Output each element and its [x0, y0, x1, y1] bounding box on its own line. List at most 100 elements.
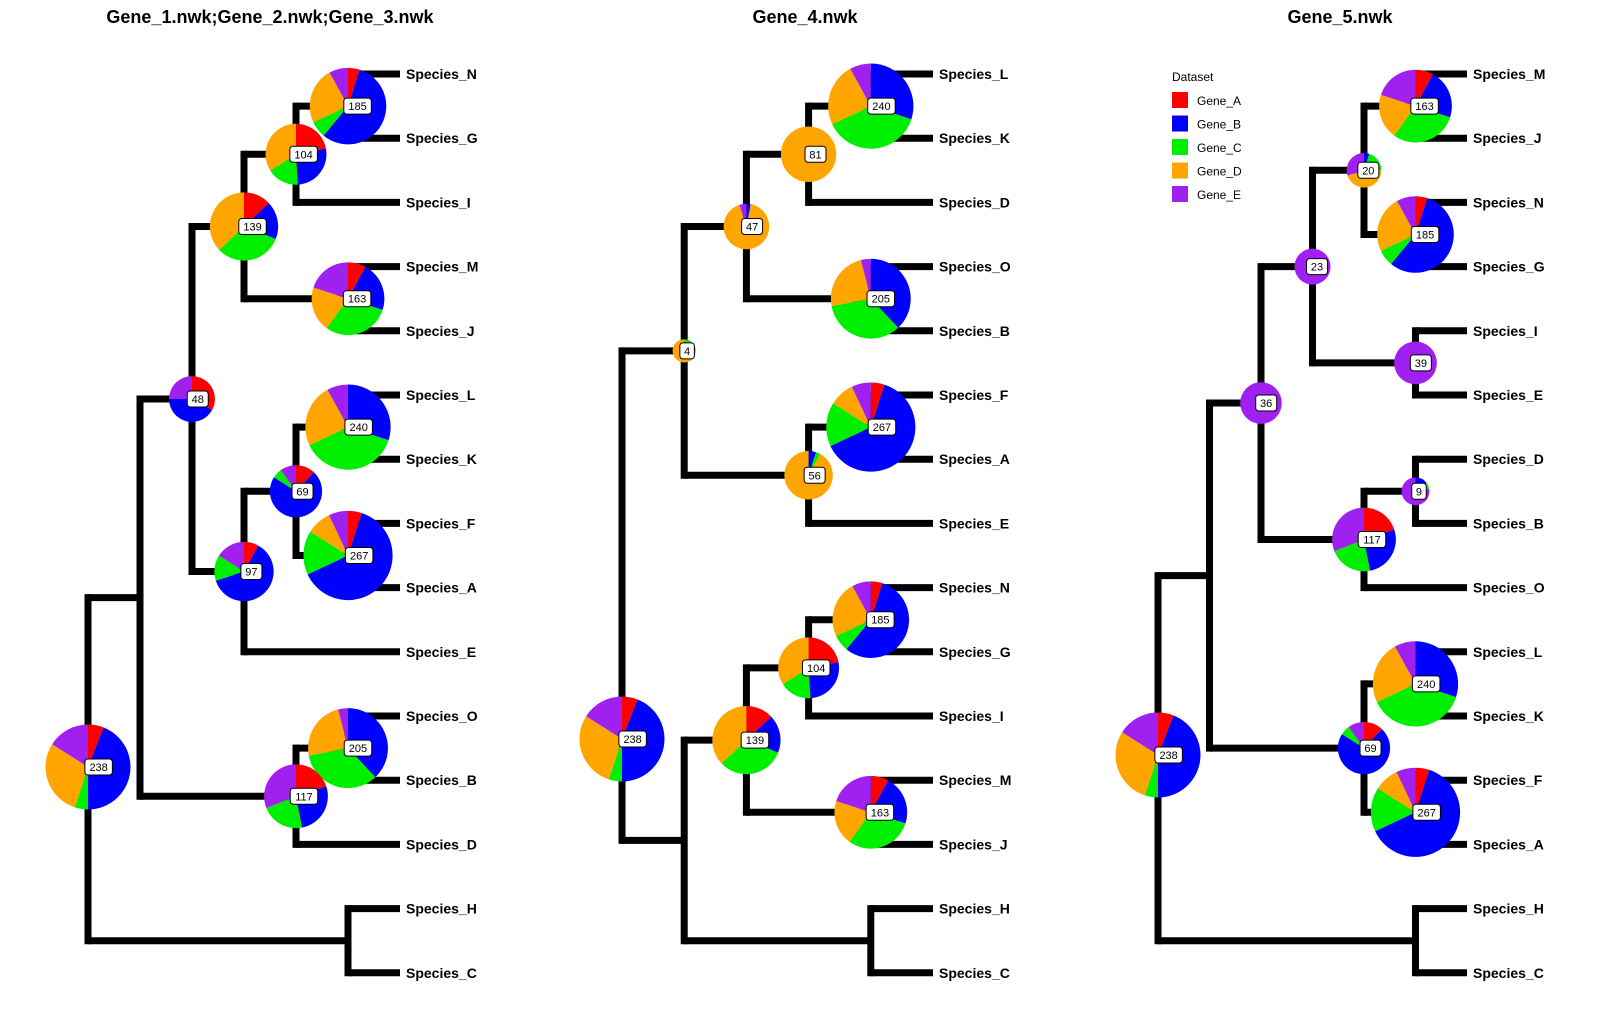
node-label-box [1357, 161, 1380, 179]
tip-labels: Species_N Species_G Species_I Species_M Spec… [406, 66, 478, 981]
node-label-238: 238 [1159, 750, 1177, 762]
node-label-4: 4 [684, 346, 690, 358]
legend-title: Dataset [1172, 70, 1214, 84]
node-label-163: 163 [1415, 101, 1433, 113]
node-label-box [1154, 746, 1183, 764]
node-pie-9: 9 [1401, 477, 1430, 506]
node-label-104: 104 [807, 663, 825, 675]
node-label-box [186, 390, 209, 408]
node-pie-238-slice-gene-c [608, 739, 622, 782]
tip-label-species-o: Species_O [1473, 580, 1545, 596]
node-label-box [240, 563, 263, 581]
node-pie-267-slice-gene-d [833, 386, 871, 428]
node-pies: 240 81 205 47 267 56 4 185 104 163 139 238 [579, 63, 916, 849]
tip-label-species-d: Species_D [1473, 451, 1544, 467]
node-pie-205-slice-gene-d [830, 260, 871, 307]
node-label-box [867, 97, 896, 115]
tip-label-species-c: Species_C [1473, 965, 1544, 981]
tip-label-species-a: Species_A [939, 451, 1010, 467]
node-pie-205-slice-gene-d [308, 709, 348, 756]
tip-label-species-o: Species_O [939, 259, 1011, 275]
dataset-legend: Dataset Gene_A Gene_B Gene_C Gene_D Gene_E [1172, 70, 1242, 202]
node-pie-267-slice-gene-c [1370, 788, 1416, 832]
node-pie-163-slice-gene-a [1415, 69, 1434, 107]
node-pie-240-slice-gene-e [1394, 641, 1416, 684]
tip-label-species-h: Species_H [406, 901, 477, 917]
legend-label-gene-d: Gene_D [1197, 165, 1242, 179]
tip-label-species-j: Species_J [406, 323, 475, 339]
node-pies: 163 185 20 39 23 9 117 36 240 267 69 238 [1115, 69, 1461, 857]
node-pie-163-slice-gene-e [1380, 69, 1416, 107]
node-label-163: 163 [348, 294, 366, 306]
tip-label-species-h: Species_H [1473, 901, 1544, 917]
node-pie-47: 47 [723, 203, 770, 250]
node-pie-163-slice-gene-c [1394, 106, 1451, 143]
node-label-box [866, 611, 895, 629]
tip-label-species-c: Species_C [406, 965, 477, 981]
node-pie-205-slice-gene-e [338, 708, 348, 749]
node-pie-185-slice-gene-e [852, 581, 871, 620]
node-pie-139-slice-gene-d [209, 192, 244, 250]
node-pie-163: 163 [1379, 69, 1452, 143]
node-pie-240: 240 [305, 384, 391, 470]
legend-label-gene-c: Gene_C [1197, 141, 1242, 155]
node-label-box [289, 145, 318, 163]
legend-items: Gene_A Gene_B Gene_C Gene_D Gene_E [1172, 92, 1242, 202]
tip-label-species-c: Species_C [939, 965, 1010, 981]
node-pie-185-slice-gene-c [313, 106, 348, 136]
node-pie-69: 69 [1337, 721, 1391, 775]
panel-3: Gene_5.nwk 163 185 20 39 23 9 117 36 240 267 69 238… [1115, 7, 1545, 981]
node-pie-39: 39 [1394, 341, 1437, 385]
tip-label-species-f: Species_F [406, 515, 476, 531]
node-label-238: 238 [623, 734, 641, 746]
node-pie-139-slice-gene-a [244, 192, 269, 227]
panel-3-title: Gene_5.nwk [1287, 7, 1393, 27]
node-pie-69: 69 [269, 465, 323, 518]
node-pie-267-slice-gene-e [851, 382, 871, 428]
node-pie-238-slice-gene-d [45, 744, 88, 808]
node-pie-238: 238 [579, 696, 665, 782]
node-pie-117-slice-gene-e [264, 764, 296, 808]
node-pie-163: 163 [834, 775, 908, 849]
tip-label-species-i: Species_I [406, 194, 471, 210]
node-pie-117: 117 [1332, 507, 1396, 572]
panel-2-tree: 240 81 205 47 267 56 4 185 104 163 139 238 Species_L… [579, 63, 1011, 981]
tip-label-species-o: Species_O [406, 708, 478, 724]
legend-swatch-gene-a [1172, 92, 1188, 108]
node-pie-240-slice-gene-d [828, 68, 871, 125]
node-label-267: 267 [350, 551, 368, 563]
node-pie-163-slice-gene-d [1379, 94, 1416, 136]
tip-label-species-f: Species_F [939, 387, 1009, 403]
node-label-185: 185 [348, 101, 366, 113]
tip-label-species-d: Species_D [939, 194, 1010, 210]
panel-1-tree: 185 104 163 139 240 267 69 97 48 205 117 238 Species… [45, 66, 478, 981]
node-pie-267-slice-gene-a [348, 510, 362, 556]
node-label-97: 97 [245, 567, 257, 579]
node-label-117: 117 [1363, 534, 1381, 546]
node-label-23: 23 [1311, 262, 1323, 274]
node-pie-23: 23 [1294, 248, 1331, 285]
node-label-box [1411, 675, 1441, 693]
node-pie-104-slice-gene-d [778, 637, 809, 685]
node-label-box [866, 290, 896, 308]
tip-labels: Species_M Species_J Species_N Species_G Spec… [1473, 66, 1545, 981]
tip-label-species-k: Species_K [939, 130, 1010, 146]
node-label-69: 69 [296, 486, 308, 498]
node-pie-139-slice-gene-c [219, 226, 276, 261]
node-label-267: 267 [873, 422, 891, 434]
legend-swatch-gene-e [1172, 186, 1188, 202]
node-pie-267: 267 [1370, 767, 1461, 857]
node-pies: 185 104 163 139 240 267 69 97 48 205 117 238 [45, 67, 393, 829]
node-pie-36: 36 [1240, 382, 1282, 424]
node-pie-238-slice-gene-e [52, 724, 88, 767]
node-pie-238-slice-gene-a [88, 724, 104, 767]
node-label-box [344, 418, 373, 436]
node-pie-48-slice-gene-e [169, 376, 192, 400]
node-pie-267-slice-gene-a [1415, 767, 1430, 813]
legend-swatch-gene-b [1172, 115, 1188, 132]
node-pie-185-slice-gene-d [1377, 200, 1416, 251]
node-label-box [344, 547, 374, 564]
node-pie-185-slice-gene-e [1397, 196, 1416, 235]
node-pie-205-slice-gene-c [831, 298, 899, 339]
tip-label-species-k: Species_K [406, 451, 477, 467]
